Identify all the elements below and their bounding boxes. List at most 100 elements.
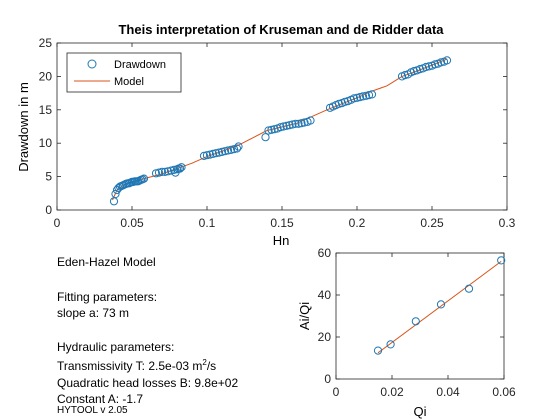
x-tick-label: 0 [54,216,61,230]
data-point [151,169,161,178]
y-tick-label: 20 [39,69,53,83]
x-tick-label: 0.1 [199,216,216,230]
data-point [270,125,279,134]
data-point [208,149,218,158]
data-point [217,147,227,156]
data-point [177,163,186,172]
x-tick-label: 0 [333,385,340,399]
y-tick-label: 5 [45,170,52,184]
data-point [497,256,506,265]
data-point [288,120,297,129]
data-point [442,56,452,65]
data-point [352,93,362,102]
data-point [411,317,420,326]
data-point [226,145,236,154]
x-axis-ticks: 0 0.05 0.1 0.15 0.2 0.25 0.3 [54,43,516,230]
x-tick-label: 0.06 [492,385,516,399]
y-tick-label: 40 [318,288,332,302]
legend-label-model: Model [114,76,144,88]
plot-area-frame-2 [335,252,505,380]
transmissivity-text: Transmissivity T: 2.5e-03 m [57,359,203,373]
data-point [232,144,242,153]
data-point [415,65,425,74]
slope-value: slope a: 73 m [57,306,130,320]
data-point [349,94,359,103]
constant-value: Constant A: -1.7 [57,392,144,406]
data-point [276,123,285,132]
drawdown-series [109,56,452,206]
data-point [211,149,221,158]
y-tick-label: 10 [39,136,53,150]
x-tick-label: 0.02 [380,385,404,399]
chart-drawdown-vs-hn: Theis interpretation of Kruseman and de … [16,22,516,248]
data-point [199,151,209,160]
data-point [234,142,243,151]
y-axis-label: Drawdown in m [16,82,31,172]
x-tick-label: 0.15 [270,216,294,230]
data-point [229,145,239,154]
data-point [166,166,176,175]
chart-title: Theis interpretation of Kruseman and de … [118,22,444,37]
data-point [294,119,303,128]
y-axis-label-2: Ai/Qi [297,302,312,330]
data-point [334,99,344,108]
transmissivity-exponent: 2 [202,358,207,367]
data-point [214,148,224,157]
data-point [300,118,309,127]
x-tick-label: 0.25 [420,216,444,230]
data-point [436,300,446,309]
data-point [220,147,230,156]
x-axis-label-2: Qi [414,404,427,419]
data-point [223,146,233,155]
quadratic-head-losses-value: Quadratic head losses B: 9.8e+02 [57,376,239,390]
data-point [282,121,291,130]
data-point [306,116,315,125]
data-point [373,346,383,355]
data-point [279,122,288,131]
y-axis-ticks: 0 5 10 15 20 25 [39,36,507,217]
data-point [436,58,446,67]
fit-line-series [377,260,502,354]
y-tick-label: 20 [318,330,332,344]
x-tick-label: 0.05 [120,216,144,230]
y-axis-ticks-2: 0 20 40 60 [318,246,504,386]
version-label: HYTOOL v 2.05 [57,405,128,416]
data-point [424,62,434,71]
legend-box [66,52,182,93]
y-tick-label: 25 [39,36,53,50]
hydraulic-parameters-header: Hydraulic parameters: [57,340,175,354]
data-point [154,168,164,177]
legend-label-drawdown: Drawdown [114,59,166,71]
data-point [367,90,377,99]
data-point [163,167,173,176]
data-point [297,119,306,128]
legend: Drawdown Model [66,52,182,93]
data-point [139,174,149,183]
y-tick-label: 60 [318,246,332,260]
data-point [202,151,212,160]
x-tick-label: 0.3 [499,216,516,230]
data-point [358,92,368,101]
data-point [464,284,474,293]
data-point [409,67,419,76]
x-tick-label: 0.04 [436,385,460,399]
data-point [361,91,371,100]
ai-qi-points-series [373,256,506,355]
data-point [157,167,167,176]
transmissivity-unit: /s [206,359,217,373]
data-point [355,93,365,102]
y-tick-label: 0 [324,372,331,386]
legend-marker-drawdown [87,59,97,69]
x-tick-label: 0.2 [349,216,366,230]
model-line [377,260,502,354]
data-point [175,164,185,173]
x-axis-label: Hn [273,233,290,248]
data-point [364,91,374,100]
data-point [267,125,276,134]
data-point [430,60,440,69]
data-point [264,126,273,135]
fitting-parameters-header: Fitting parameters: [57,290,158,304]
x-axis-ticks-2: 0 0.02 0.04 0.06 [333,253,516,399]
data-point [205,150,215,159]
